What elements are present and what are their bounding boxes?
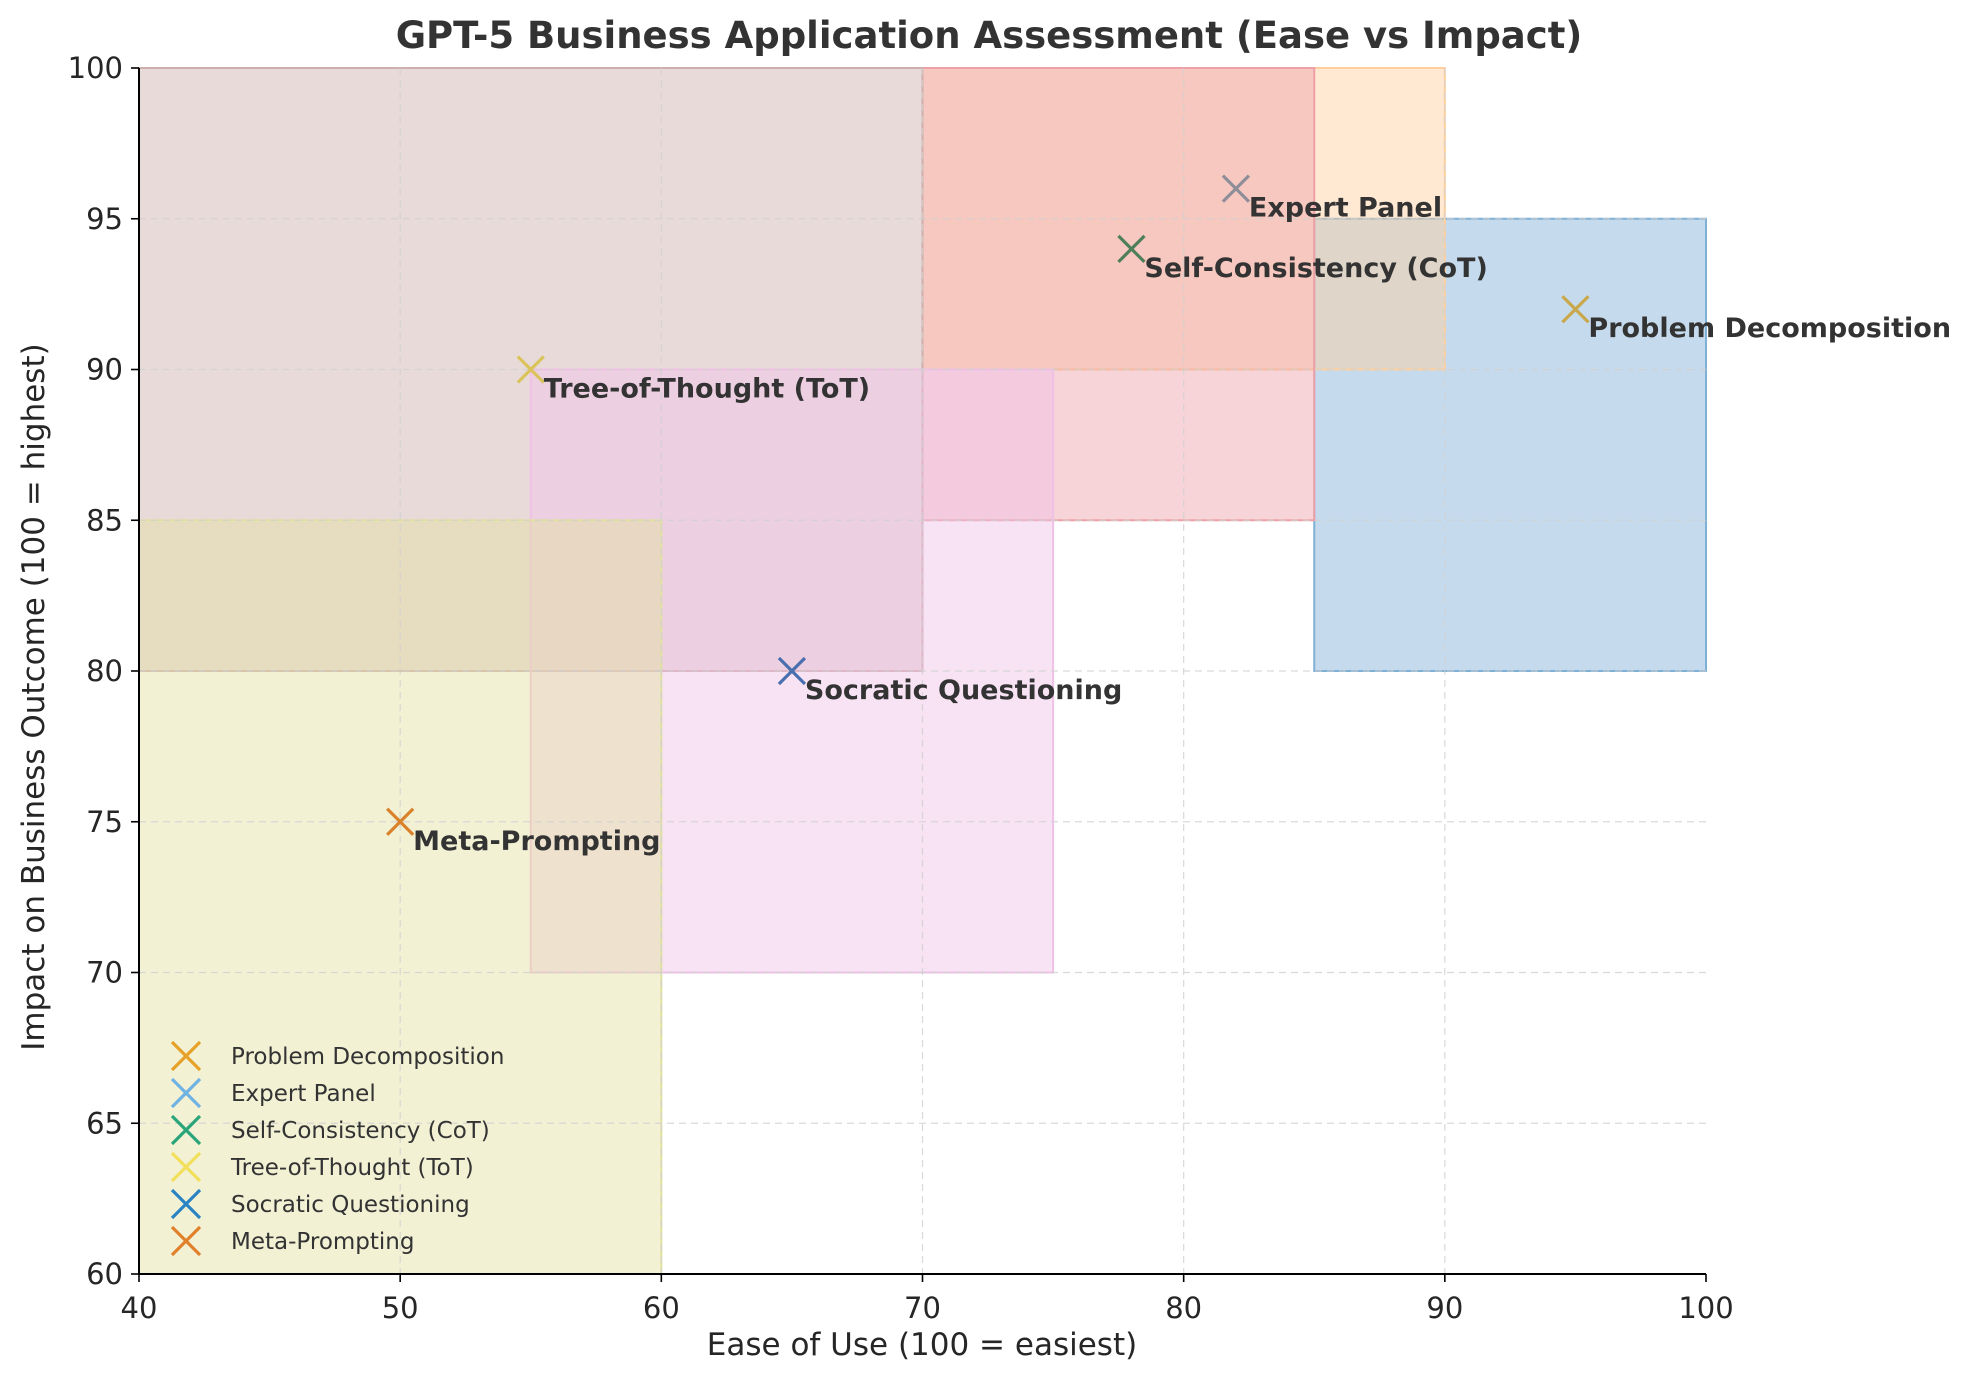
legend-item-0: Problem Decomposition <box>170 1040 504 1072</box>
y-tick-label-2: 70 <box>86 956 123 990</box>
point-label-3: Tree-of-Thought (ToT) <box>544 374 870 405</box>
data-point-5 <box>386 807 415 836</box>
legend-item-3: Tree-of-Thought (ToT) <box>170 1151 474 1183</box>
legend-item-4: Socratic Questioning <box>170 1188 470 1220</box>
legend-item-1: Expert Panel <box>170 1077 376 1109</box>
points-layer: Problem Decomposition Expert Panel Self-Co… <box>386 174 1951 857</box>
point-label-0: Problem Decomposition <box>1588 313 1951 344</box>
data-point-1 <box>1221 174 1251 203</box>
x-tick-label-0: 40 <box>121 1291 158 1325</box>
data-point-2 <box>1117 234 1146 264</box>
legend-label-3: Tree-of-Thought (ToT) <box>230 1155 474 1181</box>
y-tick-label-4: 80 <box>86 654 123 688</box>
x-tick-label-4: 80 <box>1165 1291 1202 1325</box>
legend-marker-b <box>170 1114 202 1146</box>
x-tick-label-6: 100 <box>1678 1291 1733 1325</box>
legend: Problem Decomposition Expert Panel Self-Co… <box>170 1040 504 1257</box>
marker-stroke-b <box>1117 234 1146 264</box>
legend-item-5: Meta-Prompting <box>170 1225 414 1257</box>
x-tick-label-5: 90 <box>1426 1291 1463 1325</box>
data-point-4 <box>777 656 807 686</box>
x-tick-label-3: 70 <box>904 1291 941 1325</box>
legend-label-2: Self-Consistency (CoT) <box>231 1118 490 1144</box>
grid-layer <box>139 68 1706 1274</box>
y-tick-label-1: 65 <box>86 1106 123 1140</box>
y-tick-label-0: 60 <box>86 1257 123 1291</box>
point-label-2: Self-Consistency (CoT) <box>1144 253 1487 284</box>
y-tick-label-7: 95 <box>86 202 123 236</box>
legend-marker-b <box>170 1151 202 1183</box>
data-point-0 <box>1561 295 1590 324</box>
x-tick-label-2: 60 <box>643 1291 680 1325</box>
point-label-1: Expert Panel <box>1249 193 1442 224</box>
marker-stroke-b <box>386 807 415 836</box>
marker-stroke-b <box>1221 174 1251 203</box>
legend-label-4: Socratic Questioning <box>231 1192 470 1218</box>
y-axis-label: Impact on Business Outcome (100 = highes… <box>16 343 52 1050</box>
legend-marker-b <box>170 1225 202 1257</box>
ticks-layer: 40 50 60 70 80 90 100 60 65 70 75 80 85 90 95 100 <box>68 51 1734 1325</box>
legend-label-1: Expert Panel <box>231 1081 376 1107</box>
region-0 <box>1313 217 1707 672</box>
legend-label-0: Problem Decomposition <box>231 1044 504 1070</box>
legend-item-2: Self-Consistency (CoT) <box>170 1114 490 1146</box>
marker-stroke-b <box>516 355 545 384</box>
marker-stroke-b <box>1561 295 1590 324</box>
legend-marker-b <box>170 1188 202 1220</box>
point-label-4: Socratic Questioning <box>805 675 1122 706</box>
y-tick-label-5: 85 <box>86 503 123 537</box>
region-2 <box>921 67 1316 522</box>
legend-marker-b <box>170 1040 202 1072</box>
data-point-3 <box>516 355 545 384</box>
y-tick-label-6: 90 <box>86 353 123 387</box>
legend-label-5: Meta-Prompting <box>231 1229 414 1255</box>
legend-marker-b <box>170 1077 202 1109</box>
x-tick-label-1: 50 <box>382 1291 419 1325</box>
marker-stroke-b <box>777 656 807 686</box>
chart-title: GPT-5 Business Application Assessment (E… <box>396 14 1583 57</box>
y-tick-label-8: 100 <box>68 51 123 85</box>
x-axis-label: Ease of Use (100 = easiest) <box>707 1327 1137 1363</box>
y-tick-label-3: 75 <box>86 805 123 839</box>
point-label-5: Meta-Prompting <box>413 826 660 857</box>
